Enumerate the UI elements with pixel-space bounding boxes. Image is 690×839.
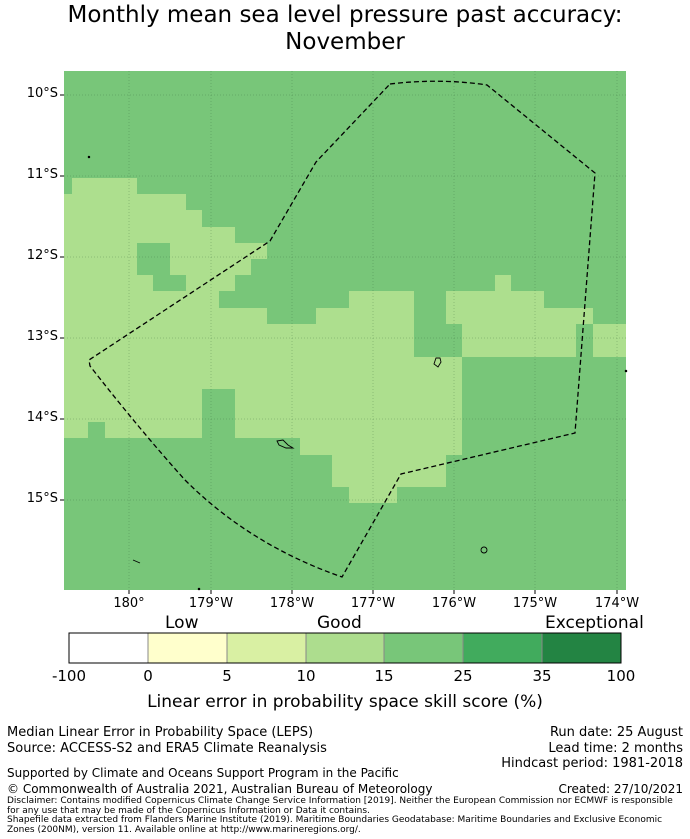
title-line-2: November bbox=[285, 29, 405, 55]
colorbar-label: Linear error in probability space skill … bbox=[147, 692, 543, 712]
colorbar bbox=[68, 632, 622, 664]
lon-label-179w: 179°W bbox=[188, 596, 234, 611]
lon-label-177w: 177°W bbox=[350, 596, 396, 611]
island-2 bbox=[276, 439, 295, 449]
cb-tick-1: 0 bbox=[143, 667, 153, 685]
cb-word-good: Good bbox=[317, 613, 362, 633]
axis-ticks bbox=[60, 94, 618, 594]
island-3 bbox=[480, 546, 488, 554]
lat-label-12s: 12°S bbox=[26, 248, 58, 263]
cb-word-low: Low bbox=[165, 613, 199, 633]
lon-label-174w: 174°W bbox=[594, 596, 640, 611]
footer-source: Source: ACCESS-S2 and ERA5 Climate Reana… bbox=[7, 741, 327, 756]
title-line-1: Monthly mean sea level pressure past acc… bbox=[67, 2, 623, 28]
mid-patch-2 bbox=[414, 291, 446, 357]
lat-label-15s: 15°S bbox=[26, 491, 58, 506]
mid-patch-1 bbox=[137, 243, 186, 291]
cb-seg-5 bbox=[462, 632, 543, 664]
cb-seg-3 bbox=[305, 632, 385, 664]
chart-title: Monthly mean sea level pressure past acc… bbox=[0, 2, 690, 56]
footer-created: Created: 27/10/2021 bbox=[558, 782, 683, 796]
island-5 bbox=[87, 155, 91, 159]
cb-seg-6 bbox=[541, 632, 622, 664]
footer-copyright: © Commonwealth of Australia 2021, Austra… bbox=[7, 782, 433, 796]
cb-tick-0: -100 bbox=[51, 667, 87, 685]
footer-run-date: Run date: 25 August bbox=[549, 725, 683, 740]
lon-label-175w: 175°W bbox=[512, 596, 558, 611]
light-strip-east bbox=[593, 324, 626, 357]
eez-boundary bbox=[88, 80, 596, 578]
island-1 bbox=[433, 357, 442, 368]
cb-border bbox=[68, 632, 622, 664]
cb-seg-0 bbox=[68, 632, 149, 664]
lon-label-178w: 178°W bbox=[269, 596, 315, 611]
cb-tick-2: 5 bbox=[222, 667, 232, 685]
island-4 bbox=[132, 559, 141, 564]
lon-label-180: 180° bbox=[113, 596, 145, 611]
cb-tick-4: 15 bbox=[374, 667, 394, 685]
footer-hindcast: Hindcast period: 1981-2018 bbox=[501, 756, 683, 771]
cb-tick-3: 10 bbox=[296, 667, 316, 685]
cb-tick-7: 100 bbox=[606, 667, 636, 685]
footer-support: Supported by Climate and Oceans Support … bbox=[7, 766, 399, 780]
footer-lead-time: Lead time: 2 months bbox=[548, 741, 683, 756]
footer-method: Median Linear Error in Probability Space… bbox=[7, 725, 314, 740]
footer-shapefile: Shapefile data extracted from Flanders M… bbox=[7, 815, 663, 835]
cb-seg-4 bbox=[383, 632, 464, 664]
lat-label-11s: 11°S bbox=[26, 167, 58, 182]
light-skill-region bbox=[64, 178, 576, 503]
footer-disclaimer: Disclaimer: Contains modified Copernicus… bbox=[7, 796, 673, 816]
cb-seg-2 bbox=[226, 632, 307, 664]
lat-label-10s: 10°S bbox=[26, 86, 58, 101]
lat-label-14s: 14°S bbox=[26, 410, 58, 425]
cb-seg-1 bbox=[147, 632, 228, 664]
cb-tick-6: 35 bbox=[532, 667, 552, 685]
islands bbox=[87, 155, 628, 591]
cb-tick-5: 25 bbox=[453, 667, 473, 685]
cb-word-exceptional: Exceptional bbox=[545, 613, 644, 633]
island-6 bbox=[624, 369, 628, 373]
island-7 bbox=[197, 587, 201, 591]
lon-label-176w: 176°W bbox=[431, 596, 477, 611]
lat-label-13s: 13°S bbox=[26, 329, 58, 344]
